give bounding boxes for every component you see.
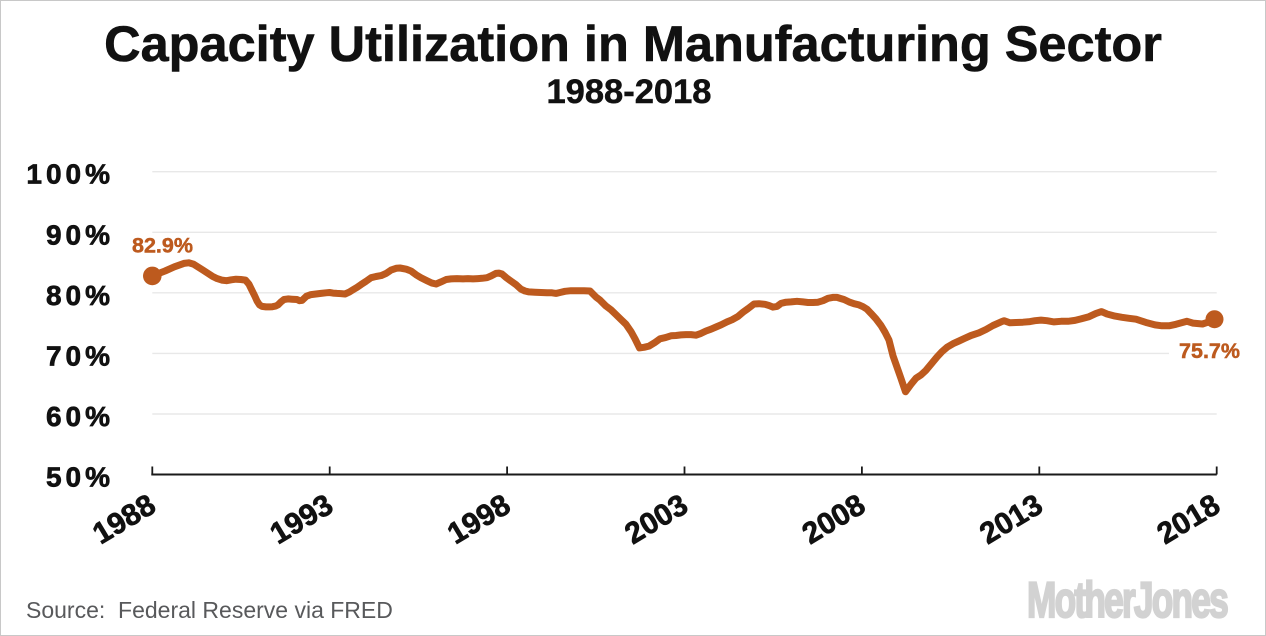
svg-text:1988: 1988 — [87, 488, 161, 551]
svg-text:1993: 1993 — [265, 488, 339, 551]
svg-text:80%: 80% — [46, 280, 114, 311]
svg-text:2018: 2018 — [1152, 488, 1226, 551]
svg-text:90%: 90% — [46, 219, 114, 250]
svg-text:50%: 50% — [46, 462, 114, 493]
svg-text:2013: 2013 — [974, 488, 1048, 551]
svg-text:60%: 60% — [46, 401, 114, 432]
svg-text:82.9%: 82.9% — [132, 234, 193, 258]
svg-text:2003: 2003 — [619, 488, 693, 551]
svg-text:100%: 100% — [26, 159, 114, 190]
svg-text:70%: 70% — [46, 340, 114, 371]
svg-text:2008: 2008 — [797, 488, 871, 551]
svg-text:1998: 1998 — [442, 488, 516, 551]
svg-text:75.7%: 75.7% — [1179, 339, 1240, 363]
